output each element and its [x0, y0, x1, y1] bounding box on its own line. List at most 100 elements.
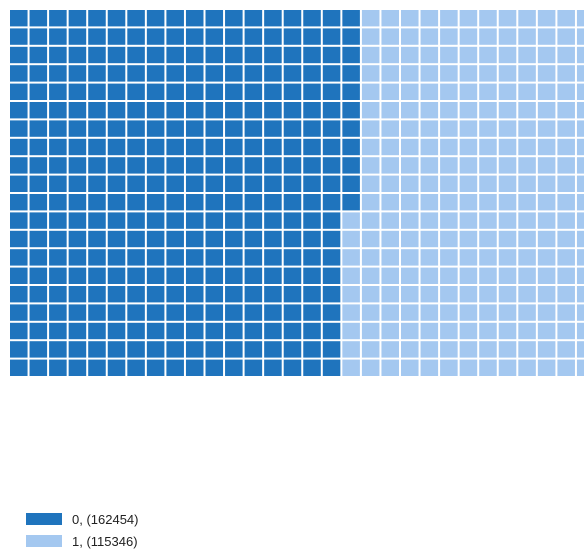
waffle-cell-1 [518, 286, 536, 303]
waffle-cell-0 [264, 359, 282, 376]
waffle-cell-1 [420, 194, 439, 211]
waffle-cell-1 [459, 322, 478, 340]
waffle-cell-0 [107, 120, 126, 137]
waffle-cell-1 [401, 175, 419, 192]
waffle-cell-0 [342, 83, 360, 100]
waffle-cell-0 [283, 120, 302, 137]
waffle-cell-1 [420, 157, 439, 174]
waffle-cell-1 [361, 10, 380, 27]
waffle-cell-1 [342, 249, 360, 266]
waffle-cell-0 [107, 28, 126, 45]
legend-swatch-1 [26, 535, 62, 547]
waffle-cell-1 [401, 102, 419, 119]
waffle-cell-0 [88, 341, 106, 358]
waffle-cell-0 [244, 322, 263, 340]
waffle-cell-0 [283, 46, 302, 64]
waffle-cell-0 [225, 10, 243, 27]
waffle-cell-0 [322, 341, 341, 358]
waffle-cell-1 [361, 322, 380, 340]
waffle-cell-1 [381, 304, 399, 321]
waffle-cell-1 [518, 138, 536, 156]
waffle-cell-0 [49, 83, 67, 100]
waffle-cell-1 [381, 157, 399, 174]
waffle-cell-1 [459, 10, 478, 27]
waffle-cell-1 [576, 138, 584, 156]
waffle-cell-1 [537, 102, 556, 119]
waffle-cell-0 [107, 322, 126, 340]
waffle-cell-1 [576, 249, 584, 266]
waffle-cell-0 [29, 230, 48, 248]
waffle-cell-0 [185, 28, 204, 45]
waffle-cell-0 [127, 212, 145, 229]
waffle-cell-1 [420, 120, 439, 137]
waffle-cell-1 [557, 46, 575, 64]
waffle-cell-0 [205, 102, 224, 119]
waffle-cell-0 [146, 359, 165, 376]
waffle-cell-0 [49, 10, 67, 27]
waffle-cell-0 [166, 359, 184, 376]
waffle-cell-0 [29, 138, 48, 156]
waffle-cell-1 [498, 286, 517, 303]
waffle-cell-1 [420, 249, 439, 266]
waffle-cell-1 [576, 230, 584, 248]
waffle-cell-0 [146, 46, 165, 64]
waffle-cell-1 [420, 28, 439, 45]
legend: 0, (162454) 1, (115346) [26, 508, 139, 552]
waffle-cell-0 [322, 322, 341, 340]
waffle-cell-0 [244, 267, 263, 284]
waffle-cell-1 [381, 341, 399, 358]
waffle-cell-0 [185, 138, 204, 156]
waffle-cell-0 [10, 102, 28, 119]
waffle-cell-0 [303, 65, 321, 82]
waffle-cell-1 [518, 212, 536, 229]
waffle-cell-0 [205, 286, 224, 303]
waffle-cell-0 [127, 138, 145, 156]
waffle-cell-1 [342, 341, 360, 358]
waffle-cell-1 [381, 194, 399, 211]
waffle-cell-0 [166, 102, 184, 119]
waffle-cell-0 [225, 138, 243, 156]
waffle-cell-0 [107, 212, 126, 229]
waffle-cell-1 [537, 230, 556, 248]
waffle-cell-1 [459, 46, 478, 64]
waffle-cell-1 [518, 83, 536, 100]
waffle-cell-0 [225, 212, 243, 229]
waffle-cell-1 [479, 322, 497, 340]
waffle-cell-0 [29, 322, 48, 340]
waffle-cell-0 [88, 322, 106, 340]
waffle-cell-0 [303, 157, 321, 174]
waffle-cell-1 [459, 212, 478, 229]
waffle-cell-0 [244, 65, 263, 82]
waffle-cell-1 [518, 194, 536, 211]
waffle-cell-0 [68, 194, 87, 211]
waffle-cell-1 [342, 359, 360, 376]
waffle-cell-0 [185, 194, 204, 211]
waffle-cell-1 [440, 194, 458, 211]
waffle-cell-0 [225, 194, 243, 211]
waffle-cell-1 [440, 175, 458, 192]
waffle-cell-0 [264, 46, 282, 64]
waffle-cell-1 [537, 267, 556, 284]
waffle-cell-0 [264, 83, 282, 100]
waffle-cell-1 [381, 267, 399, 284]
waffle-cell-0 [264, 102, 282, 119]
waffle-cell-1 [518, 249, 536, 266]
waffle-cell-0 [88, 212, 106, 229]
waffle-cell-0 [127, 286, 145, 303]
waffle-cell-1 [361, 212, 380, 229]
waffle-cell-0 [244, 194, 263, 211]
waffle-cell-0 [166, 230, 184, 248]
waffle-cell-0 [322, 83, 341, 100]
waffle-cell-0 [322, 65, 341, 82]
waffle-cell-1 [420, 286, 439, 303]
waffle-cell-1 [557, 10, 575, 27]
waffle-cell-0 [264, 28, 282, 45]
waffle-cell-0 [146, 138, 165, 156]
waffle-cell-0 [225, 230, 243, 248]
waffle-cell-0 [88, 194, 106, 211]
waffle-cell-1 [440, 286, 458, 303]
waffle-cell-0 [303, 212, 321, 229]
waffle-cell-1 [361, 83, 380, 100]
waffle-cell-1 [420, 304, 439, 321]
waffle-cell-0 [127, 157, 145, 174]
